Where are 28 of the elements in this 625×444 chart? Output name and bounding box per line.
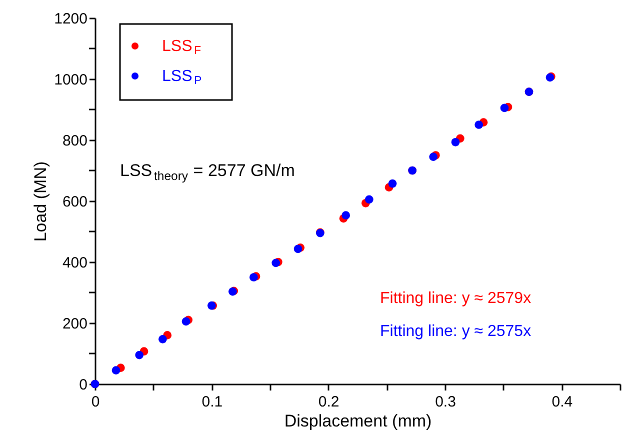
x-tick-label: 0.2	[318, 394, 340, 410]
y-axis-title: Load (MN)	[31, 161, 50, 242]
x-tick-label: 0.1	[202, 394, 223, 410]
point	[500, 104, 509, 112]
point	[364, 195, 374, 204]
point	[112, 366, 120, 374]
annotation: Fitting line: y ≈ 2575x	[380, 323, 532, 340]
point	[249, 273, 258, 282]
x-tick-label: 0.4	[552, 394, 573, 410]
y-tick-label: 0	[79, 376, 88, 394]
x-tick-label: 0	[91, 394, 100, 410]
point	[388, 179, 397, 188]
x-axis-title: Displacement (mm)	[284, 412, 432, 430]
y-tick-label: 1000	[54, 72, 88, 88]
y-tick-label: 600	[62, 194, 88, 210]
point	[135, 350, 144, 360]
point	[474, 120, 484, 129]
x-tick-label: 0.3	[435, 394, 456, 410]
point	[342, 211, 350, 220]
point	[182, 317, 190, 326]
y-tick-label: 800	[62, 132, 88, 150]
y-tick-label: 400	[62, 254, 88, 272]
point	[451, 138, 460, 146]
annotation: Fitting line: y ≈ 2579x	[380, 290, 532, 307]
point	[294, 244, 302, 254]
y-tick-label: 1200	[54, 10, 88, 28]
y-tick-label: 200	[62, 316, 88, 332]
point	[158, 334, 167, 344]
